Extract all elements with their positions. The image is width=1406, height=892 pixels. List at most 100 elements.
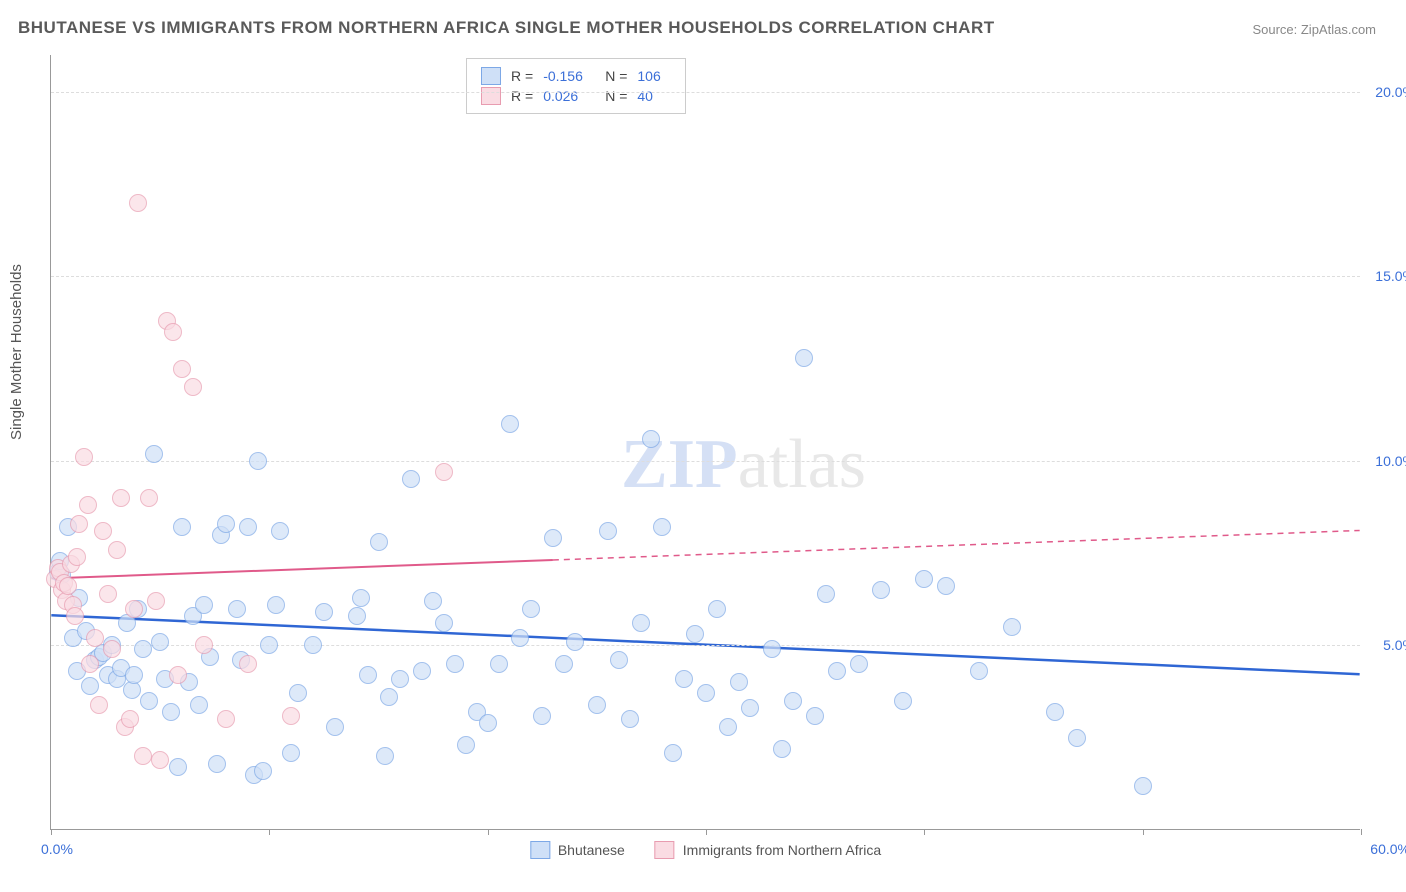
data-point (260, 636, 278, 654)
data-point (784, 692, 802, 710)
data-point (326, 718, 344, 736)
y-tick-label: 5.0% (1383, 637, 1406, 653)
data-point (121, 710, 139, 728)
data-point (81, 655, 99, 673)
legend-item: Bhutanese (530, 841, 625, 859)
legend-swatch (655, 841, 675, 859)
data-point (108, 541, 126, 559)
correlation-legend: R =-0.156N =106R =0.026N =40 (466, 58, 686, 114)
data-point (675, 670, 693, 688)
data-point (424, 592, 442, 610)
data-point (850, 655, 868, 673)
chart-title: BHUTANESE VS IMMIGRANTS FROM NORTHERN AF… (18, 18, 995, 38)
data-point (763, 640, 781, 658)
data-point (217, 710, 235, 728)
legend-swatch (530, 841, 550, 859)
data-point (730, 673, 748, 691)
data-point (352, 589, 370, 607)
y-tick-label: 20.0% (1375, 84, 1406, 100)
data-point (402, 470, 420, 488)
data-point (228, 600, 246, 618)
data-point (86, 629, 104, 647)
data-point (359, 666, 377, 684)
source-label: Source: ZipAtlas.com (1252, 22, 1376, 37)
data-point (632, 614, 650, 632)
data-point (254, 762, 272, 780)
data-point (99, 585, 117, 603)
data-point (282, 744, 300, 762)
r-label: R = (511, 88, 533, 104)
legend-swatch (481, 67, 501, 85)
data-point (741, 699, 759, 717)
data-point (134, 747, 152, 765)
data-point (1003, 618, 1021, 636)
data-point (376, 747, 394, 765)
data-point (173, 360, 191, 378)
data-point (162, 703, 180, 721)
data-point (81, 677, 99, 695)
data-point (217, 515, 235, 533)
data-point (304, 636, 322, 654)
x-tick (706, 829, 707, 835)
data-point (501, 415, 519, 433)
data-point (653, 518, 671, 536)
data-point (664, 744, 682, 762)
x-tick (269, 829, 270, 835)
data-point (169, 666, 187, 684)
data-point (103, 640, 121, 658)
data-point (315, 603, 333, 621)
data-point (490, 655, 508, 673)
x-tick (1143, 829, 1144, 835)
y-tick-label: 15.0% (1375, 268, 1406, 284)
data-point (522, 600, 540, 618)
data-point (828, 662, 846, 680)
data-point (68, 548, 86, 566)
data-point (134, 640, 152, 658)
data-point (271, 522, 289, 540)
data-point (151, 751, 169, 769)
data-point (817, 585, 835, 603)
x-tick (1361, 829, 1362, 835)
data-point (59, 577, 77, 595)
gridline (51, 276, 1360, 277)
data-point (588, 696, 606, 714)
data-point (894, 692, 912, 710)
data-point (479, 714, 497, 732)
data-point (446, 655, 464, 673)
correlation-legend-row: R =-0.156N =106 (481, 67, 671, 85)
data-point (719, 718, 737, 736)
r-value: -0.156 (543, 68, 595, 84)
data-point (151, 633, 169, 651)
data-point (147, 592, 165, 610)
gridline (51, 461, 1360, 462)
y-axis-label: Single Mother Households (8, 264, 25, 440)
gridline (51, 92, 1360, 93)
data-point (391, 670, 409, 688)
data-point (195, 596, 213, 614)
data-point (267, 596, 285, 614)
data-point (533, 707, 551, 725)
chart-plot-area: ZIPatlas R =-0.156N =106R =0.026N =40 0.… (50, 55, 1360, 830)
data-point (1068, 729, 1086, 747)
data-point (610, 651, 628, 669)
data-point (872, 581, 890, 599)
data-point (413, 662, 431, 680)
legend-label: Immigrants from Northern Africa (683, 842, 881, 858)
data-point (555, 655, 573, 673)
data-point (190, 696, 208, 714)
data-point (184, 378, 202, 396)
n-value: 40 (637, 88, 671, 104)
data-point (435, 614, 453, 632)
data-point (697, 684, 715, 702)
data-point (621, 710, 639, 728)
data-point (90, 696, 108, 714)
legend-swatch (481, 87, 501, 105)
data-point (1134, 777, 1152, 795)
x-axis-min-label: 0.0% (41, 841, 73, 857)
data-point (140, 692, 158, 710)
data-point (348, 607, 366, 625)
data-point (708, 600, 726, 618)
data-point (169, 758, 187, 776)
n-value: 106 (637, 68, 671, 84)
data-point (173, 518, 191, 536)
